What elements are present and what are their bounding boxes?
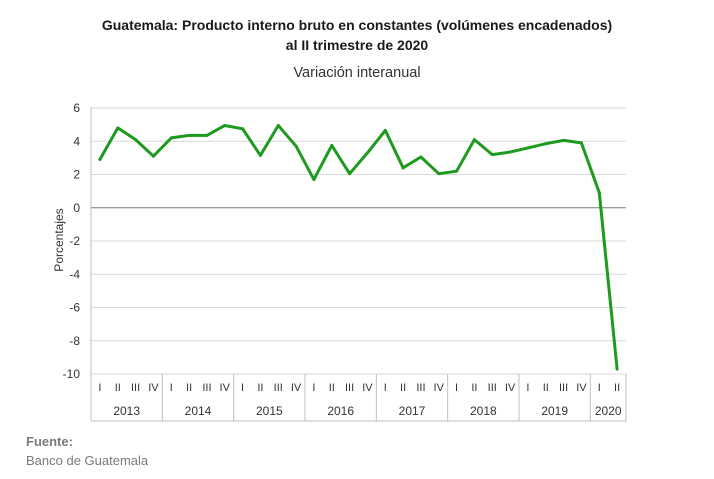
data-point xyxy=(134,138,138,142)
x-quarter-label: III xyxy=(345,382,354,394)
x-year-label: 2019 xyxy=(541,404,568,418)
data-point xyxy=(312,177,316,181)
data-point xyxy=(169,136,173,140)
y-tick-label: 4 xyxy=(73,134,80,148)
x-quarter-label: I xyxy=(98,382,101,394)
x-quarter-label: IV xyxy=(434,382,445,394)
x-year-label: 2014 xyxy=(185,404,212,418)
x-quarter-label: IV xyxy=(148,382,159,394)
data-point xyxy=(187,133,191,137)
y-tick-label: -4 xyxy=(69,267,80,281)
x-quarter-label: III xyxy=(131,382,140,394)
data-point xyxy=(330,143,334,147)
x-quarter-label: I xyxy=(526,382,529,394)
x-quarter-label: III xyxy=(274,382,283,394)
data-point xyxy=(508,150,512,154)
data-point xyxy=(241,127,245,131)
x-quarter-label: II xyxy=(614,382,620,394)
x-quarter-label: II xyxy=(186,382,192,394)
data-point xyxy=(258,153,262,157)
y-tick-label: -6 xyxy=(69,301,80,315)
y-tick-label: 0 xyxy=(73,201,80,215)
x-quarter-label: I xyxy=(312,382,315,394)
chart-subtitle: Variación interanual xyxy=(293,65,421,81)
data-point xyxy=(544,142,548,146)
data-point xyxy=(455,169,459,173)
data-point xyxy=(490,153,494,157)
x-year-label: 2013 xyxy=(113,404,140,418)
data-point xyxy=(526,146,530,150)
y-tick-label: 6 xyxy=(73,101,80,115)
x-quarter-label: I xyxy=(241,382,244,394)
x-year-label: 2018 xyxy=(470,404,497,418)
data-point xyxy=(562,138,566,142)
x-quarter-label: I xyxy=(170,382,173,394)
x-quarter-label: II xyxy=(471,382,477,394)
x-quarter-label: II xyxy=(115,382,121,394)
y-axis-label: Porcentajes xyxy=(52,208,66,271)
grid-layer xyxy=(91,107,626,375)
data-point xyxy=(276,123,280,127)
x-year-label: 2016 xyxy=(327,404,354,418)
data-point xyxy=(437,172,441,176)
y-tick-label: -2 xyxy=(69,234,80,248)
y-tick-label: 2 xyxy=(73,168,80,182)
data-point xyxy=(597,191,601,195)
x-quarter-label: IV xyxy=(291,382,302,394)
data-point xyxy=(419,155,423,159)
x-quarter-label: II xyxy=(329,382,335,394)
data-point xyxy=(615,367,619,371)
data-point xyxy=(116,126,120,130)
source-label: Fuente: xyxy=(26,434,73,449)
data-point xyxy=(472,138,476,142)
x-quarter-label: III xyxy=(559,382,568,394)
chart-title-line1: Guatemala: Producto interno bruto en con… xyxy=(101,17,613,33)
gdp-series-line xyxy=(98,124,619,371)
source-value: Banco de Guatemala xyxy=(26,453,149,468)
data-point xyxy=(348,172,352,176)
y-tick-label: -10 xyxy=(63,367,81,381)
series-layer xyxy=(98,123,619,371)
x-year-label: 2017 xyxy=(399,404,426,418)
data-point xyxy=(579,141,583,145)
data-point xyxy=(401,166,405,170)
data-point xyxy=(365,151,369,155)
x-quarter-label: II xyxy=(400,382,406,394)
x-quarter-label: III xyxy=(416,382,425,394)
x-quarter-label: III xyxy=(202,382,211,394)
data-point xyxy=(98,158,102,162)
x-quarter-label: III xyxy=(488,382,497,394)
data-point xyxy=(383,128,387,132)
x-quarter-label: IV xyxy=(576,382,587,394)
x-quarter-label: IV xyxy=(362,382,373,394)
x-quarter-label: I xyxy=(384,382,387,394)
x-quarter-label: I xyxy=(598,382,601,394)
x-quarter-label: IV xyxy=(505,382,516,394)
data-point xyxy=(151,154,155,158)
x-quarter-label: II xyxy=(257,382,263,394)
data-point xyxy=(223,123,227,127)
x-quarter-label: IV xyxy=(220,382,231,394)
data-point xyxy=(205,133,209,137)
y-tick-label: -8 xyxy=(69,334,80,348)
x-quarter-label: I xyxy=(455,382,458,394)
x-year-label: 2020 xyxy=(595,404,622,418)
x-year-label: 2015 xyxy=(256,404,283,418)
x-quarter-label: II xyxy=(543,382,549,394)
chart-title-line2: al II trimestre de 2020 xyxy=(285,37,429,53)
data-point xyxy=(294,144,298,148)
